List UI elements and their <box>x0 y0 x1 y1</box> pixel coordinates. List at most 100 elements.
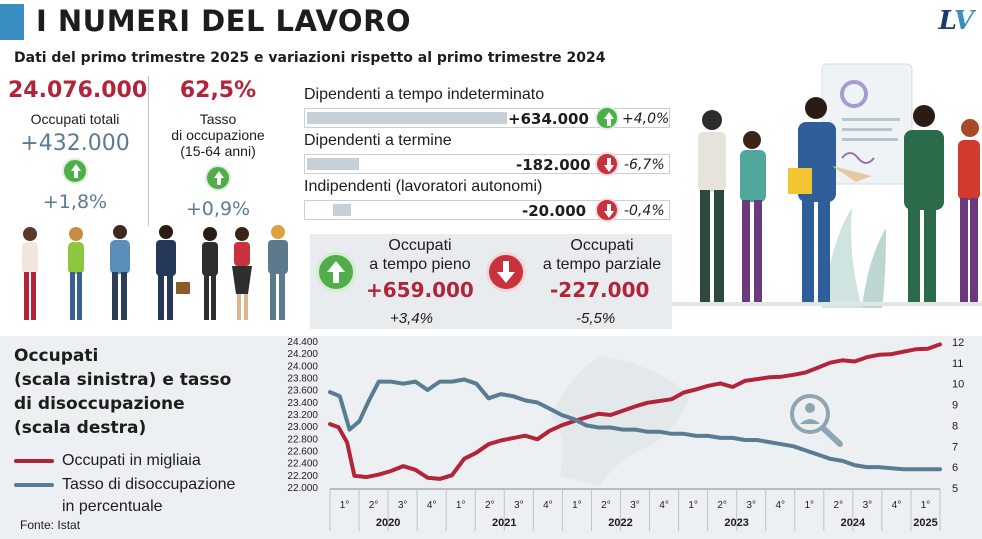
x-quarter-label: 3° <box>746 500 756 511</box>
kpi-tasso-value: 62,5% <box>179 78 257 103</box>
source-note: Fonte: Istat <box>20 518 81 532</box>
person-icon <box>740 131 766 302</box>
right-axis-tick-label: 11 <box>952 358 963 370</box>
right-axis-tick-label: 10 <box>952 379 964 391</box>
box-tempo-parziale: Occupati a tempo parziale -227.000 -5,5% <box>480 234 672 329</box>
left-axis-tick-label: 22.600 <box>287 447 318 458</box>
x-quarter-label: 4° <box>659 500 669 511</box>
chart-title-line: Occupati <box>14 346 99 366</box>
down-arrow-icon <box>595 198 619 222</box>
category-label: Dipendenti a tempo indeterminato <box>304 86 545 103</box>
page-title: I NUMERI DEL LAVORO <box>36 4 412 38</box>
left-axis-tick-label: 24.000 <box>287 361 318 372</box>
chart-title-line: (scala sinistra) e tasso <box>14 370 232 390</box>
person-icon <box>110 225 130 320</box>
legend-swatch <box>14 483 54 487</box>
x-year-label: 2020 <box>376 517 400 529</box>
x-quarter-label: 3° <box>398 500 408 511</box>
kpi-occupati-totali: 24.076.000 Occupati totali +432.000 +1,8… <box>8 78 148 213</box>
up-arrow-icon <box>595 106 619 130</box>
box-label: a tempo parziale <box>542 256 662 273</box>
kpi-tasso-pct: +0,9% <box>185 198 251 220</box>
kpi-occupati-pct: +1,8% <box>42 191 108 213</box>
header: I NUMERI DEL LAVORO LV <box>0 0 982 44</box>
up-arrow-icon <box>150 165 286 196</box>
series-line-disoccupazione <box>328 377 942 472</box>
left-axis-tick-label: 22.800 <box>287 434 318 445</box>
right-axis-tick-label: 8 <box>952 420 958 432</box>
person-icon <box>904 105 944 304</box>
x-quarter-label: 2° <box>369 500 379 511</box>
x-quarter-label: 1° <box>456 500 466 511</box>
down-arrow-icon <box>486 252 526 292</box>
kpi-tasso-occupazione: 62,5% Tasso di occupazione (15-64 anni) … <box>150 78 286 220</box>
right-axis-tick-label: 5 <box>952 483 958 495</box>
person-icon <box>958 119 980 302</box>
page-subtitle: Dati del primo trimestre 2025 e variazio… <box>14 50 606 66</box>
x-quarter-label: 1° <box>688 500 698 511</box>
kpi-tasso-label-2: di occupazione <box>171 127 265 143</box>
left-axis-tick-label: 23.000 <box>287 422 318 433</box>
box-value: +659.000 <box>366 278 474 302</box>
x-quarter-label: 3° <box>863 500 873 511</box>
x-year-label: 2022 <box>608 517 632 529</box>
business-illustration <box>672 63 982 308</box>
legend-swatch <box>14 459 54 463</box>
box-pct: -5,5% <box>576 310 616 327</box>
legend-label: in percentuale <box>62 498 163 515</box>
legend-item-occupati: Occupati in migliaia <box>14 450 254 472</box>
category-pct: -0,4% <box>624 203 665 219</box>
left-axis-tick-label: 24.200 <box>287 349 318 360</box>
x-quarter-label: 4° <box>427 500 437 511</box>
left-axis-tick-label: 23.600 <box>287 386 318 397</box>
search-people-icon <box>790 394 843 447</box>
x-quarter-label: 2° <box>601 500 611 511</box>
header-accent-bar <box>0 4 24 40</box>
x-year-label: 2025 <box>913 517 937 529</box>
chart-title: Occupati (scala sinistra) e tasso di dis… <box>14 344 231 440</box>
category-bar <box>304 154 670 174</box>
x-quarter-label: 1° <box>921 500 931 511</box>
x-year-label: 2024 <box>841 517 866 529</box>
x-quarter-label: 4° <box>775 500 785 511</box>
category-label: Dipendenti a termine <box>304 132 452 149</box>
left-axis-tick-label: 24.400 <box>287 337 318 348</box>
x-year-label: 2023 <box>724 517 748 529</box>
person-icon <box>156 225 190 320</box>
x-quarter-label: 4° <box>892 500 902 511</box>
category-value: -182.000 <box>516 156 591 174</box>
up-arrow-icon <box>8 158 142 189</box>
legend-item-disoccupazione: Tasso di disoccupazione in percentuale <box>14 474 254 518</box>
chart-panel <box>0 336 982 539</box>
category-label: Indipendenti (lavoratori autonomi) <box>304 178 543 195</box>
box-value: -227.000 <box>550 278 650 302</box>
x-year-label: 2021 <box>492 517 516 529</box>
box-label: a tempo pieno <box>369 256 471 273</box>
x-quarter-label: 1° <box>805 500 815 511</box>
category-bar-fill <box>307 158 359 170</box>
person-icon <box>22 227 38 320</box>
category-pct: +4,0% <box>622 111 670 127</box>
kpi-occupati-label: Occupati totali <box>30 111 120 127</box>
handshake-icon <box>832 166 872 182</box>
x-quarter-label: 2° <box>485 500 495 511</box>
brand-logo[interactable]: LV <box>939 6 974 36</box>
legend-label: Occupati in migliaia <box>62 452 201 469</box>
left-axis-tick-label: 22.400 <box>287 459 318 470</box>
chart-title-line: di disoccupazione <box>14 394 185 414</box>
kpi-occupati-value: 24.076.000 <box>8 78 148 103</box>
legend-label: Tasso di disoccupazione <box>62 476 236 493</box>
right-axis-tick-label: 6 <box>952 462 958 474</box>
kpi-tasso-label-1: Tasso <box>199 111 237 127</box>
box-label: Occupati <box>388 237 452 254</box>
x-quarter-label: 2° <box>717 500 727 511</box>
person-icon <box>202 227 218 320</box>
kpi-tasso-label-3: (15-64 anni) <box>180 143 256 159</box>
left-axis-tick-label: 22.200 <box>287 471 318 482</box>
category-value: -20.000 <box>522 202 587 220</box>
x-quarter-label: 2° <box>834 500 844 511</box>
left-axis-tick-label: 23.400 <box>287 398 318 409</box>
category-bar <box>304 108 670 128</box>
brand-logo-v: V <box>953 6 974 36</box>
